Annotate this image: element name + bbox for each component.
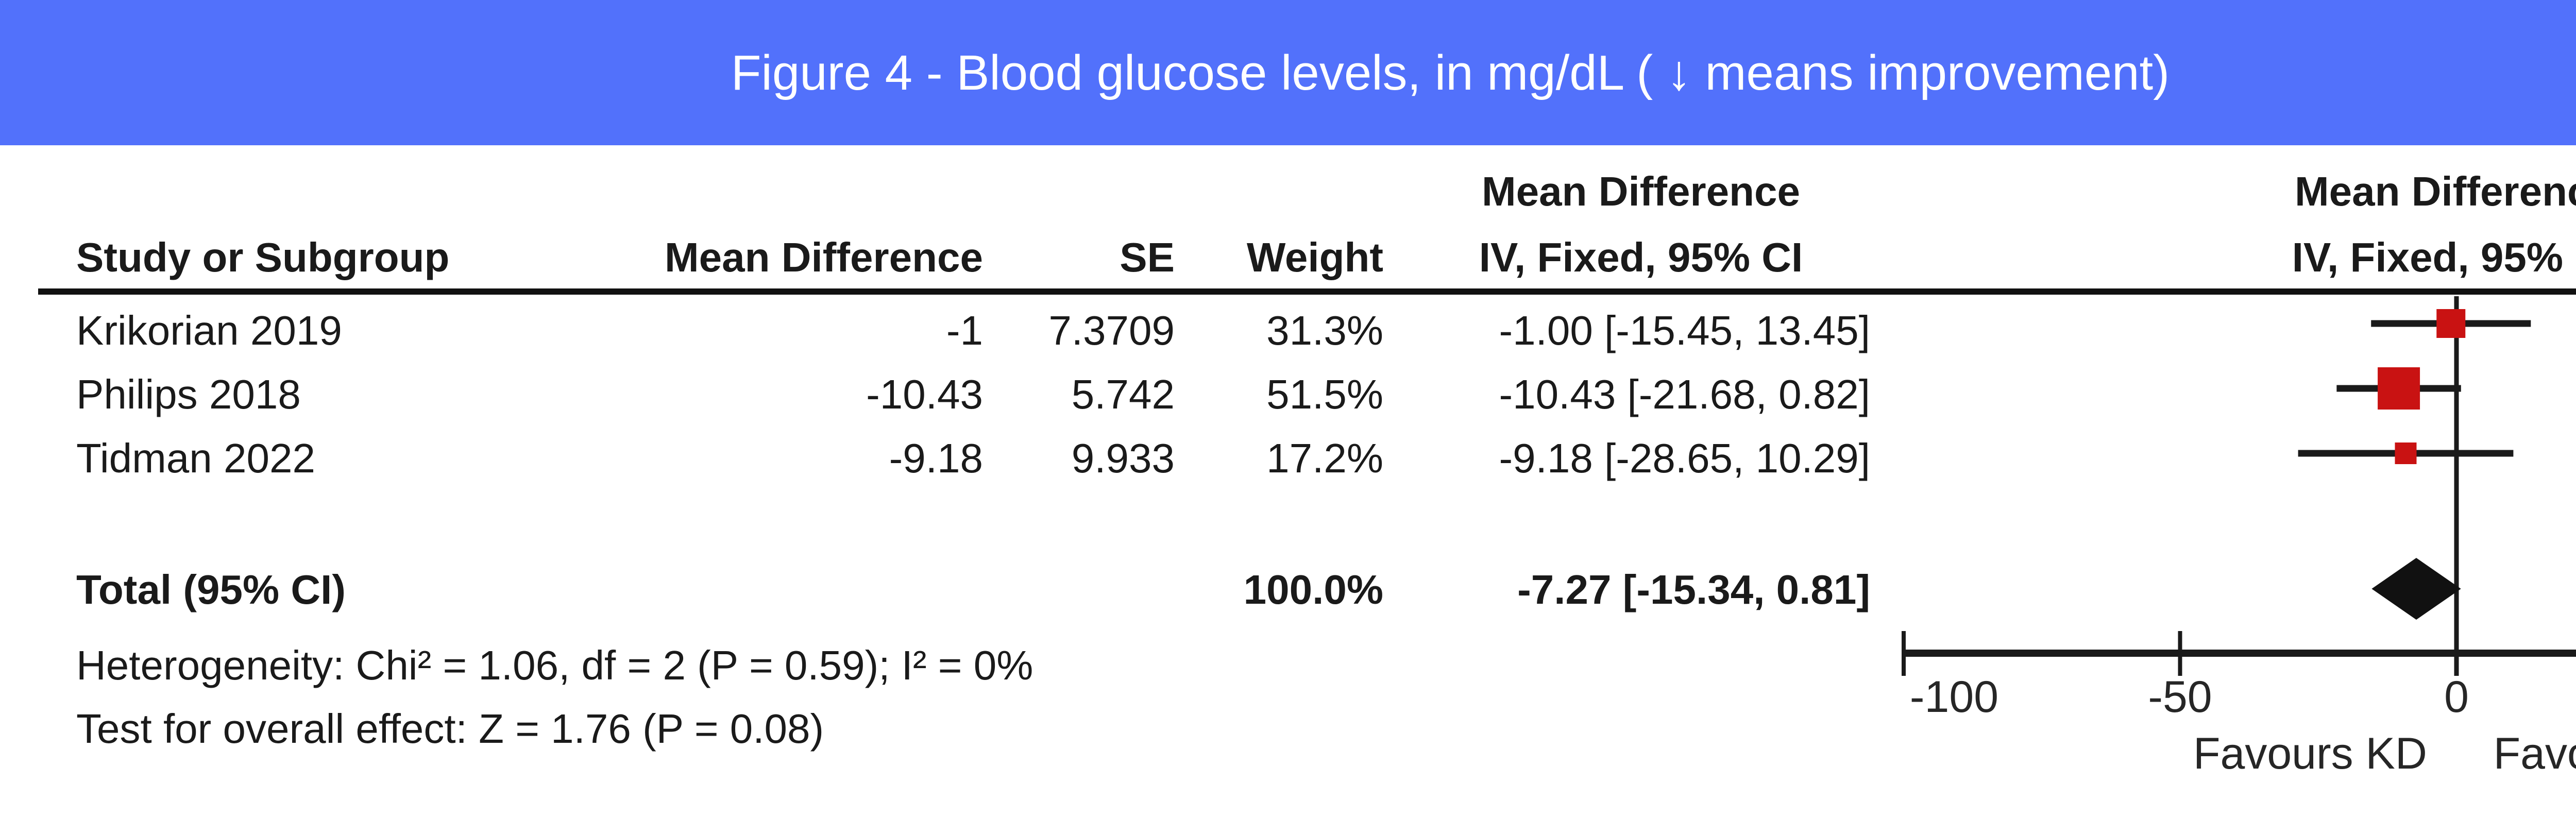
table-row-se: 9.933	[1071, 435, 1175, 481]
header-plot-line1: Mean Difference	[2295, 168, 2576, 214]
table-row-md: -9.18	[889, 435, 983, 481]
pooled-effect-diamond	[2371, 558, 2461, 620]
table-row-ci: -9.18 [-28.65, 10.29]	[1499, 435, 1870, 481]
axis-tick-label: -50	[2148, 672, 2212, 722]
favours-left-label: Favours KD	[2193, 729, 2427, 778]
overall-effect-note: Test for overall effect: Z = 1.76 (P = 0…	[76, 706, 824, 752]
table-row-ci: -1.00 [-15.45, 13.45]	[1499, 308, 1870, 353]
table-row-study: Tidman 2022	[76, 435, 315, 481]
table-header-divider	[38, 288, 2576, 295]
table-row-weight: 17.2%	[1266, 435, 1383, 481]
table-row-ci: -10.43 [-21.68, 0.82]	[1499, 371, 1870, 417]
table-row-se: 7.3709	[1048, 308, 1175, 353]
header-ci-line1: Mean Difference	[1482, 168, 1800, 214]
effect-square	[2436, 309, 2466, 338]
header-mean-difference: Mean Difference	[665, 234, 983, 280]
figure-title-bar: Figure 4 - Blood glucose levels, in mg/d…	[0, 0, 2576, 145]
figure-title: Figure 4 - Blood glucose levels, in mg/d…	[731, 45, 2170, 100]
table-row-weight: 51.5%	[1266, 371, 1383, 417]
axis-tick-label: 0	[2444, 672, 2469, 722]
header-se: SE	[1120, 234, 1175, 280]
header-weight: Weight	[1246, 234, 1383, 280]
total-label: Total (95% CI)	[76, 567, 346, 612]
table-row-md: -1	[946, 308, 983, 353]
header-ci-line2: IV, Fixed, 95% CI	[1479, 234, 1803, 280]
effect-square	[2395, 442, 2417, 464]
favours-right-label: Favours Other Di	[2494, 729, 2576, 778]
table-row-md: -10.43	[866, 371, 983, 417]
total-ci: -7.27 [-15.34, 0.81]	[1517, 567, 1870, 612]
header-study: Study or Subgroup	[76, 234, 450, 280]
effect-square	[2378, 367, 2420, 410]
axis-tick-label: -100	[1910, 672, 1998, 722]
table-row-study: Krikorian 2019	[76, 308, 342, 353]
table-row-study: Philips 2018	[76, 371, 301, 417]
total-weight: 100.0%	[1243, 567, 1383, 612]
table-row-se: 5.742	[1071, 371, 1175, 417]
header-plot-line2: IV, Fixed, 95% CI	[2292, 234, 2576, 280]
heterogeneity-note: Heterogeneity: Chi² = 1.06, df = 2 (P = …	[76, 642, 1033, 688]
table-row-weight: 31.3%	[1266, 308, 1383, 353]
